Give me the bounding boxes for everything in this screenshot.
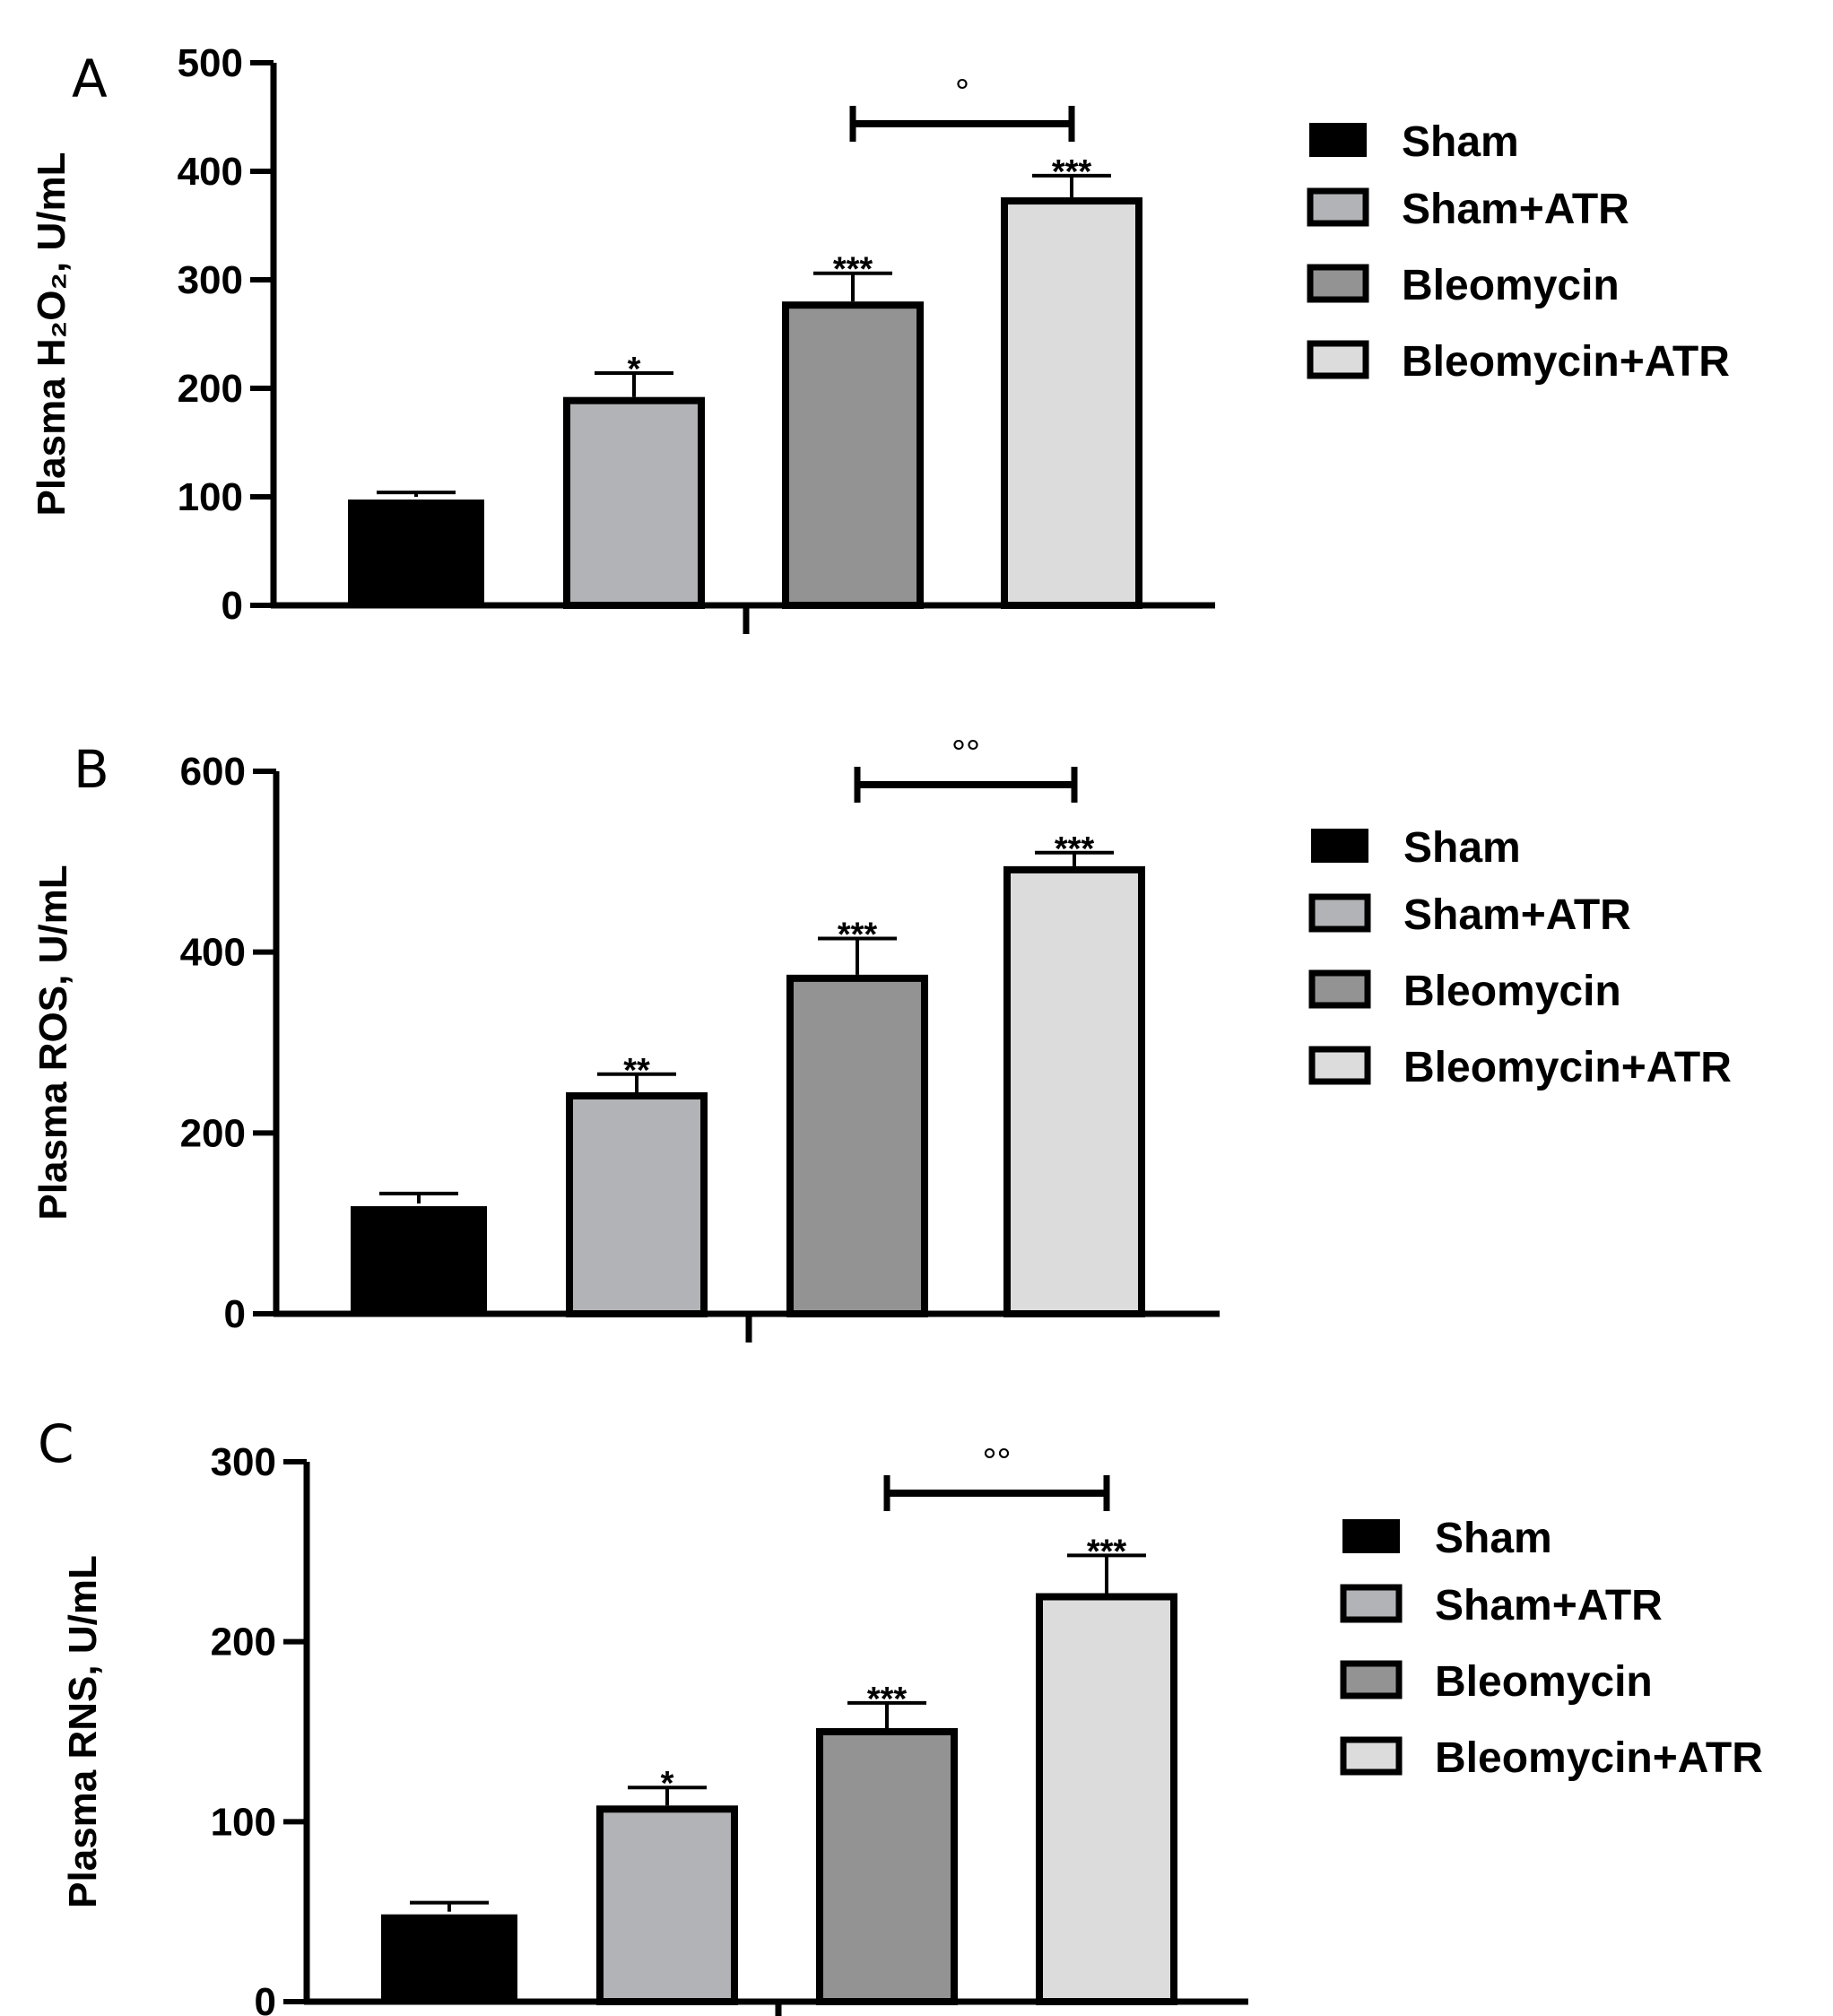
bar-bleomycin-atr xyxy=(1001,197,1142,609)
y-tick-label: 0 xyxy=(224,1292,246,1336)
panel-letter: C xyxy=(38,1413,74,1474)
significance-marker: ** xyxy=(623,1052,650,1090)
legend-swatch xyxy=(1307,340,1369,379)
legend-label: Sham xyxy=(1435,1515,1552,1562)
bar-bleomycin xyxy=(816,1727,958,2006)
bar-sham-atr xyxy=(563,396,705,609)
panel-letter: A xyxy=(72,48,108,109)
bar-bleomycin-atr xyxy=(1003,865,1145,1317)
legend-label: Sham+ATR xyxy=(1435,1582,1663,1629)
legend-swatch xyxy=(1308,1046,1371,1085)
legend-swatch xyxy=(1311,829,1368,863)
comparison-label: °° xyxy=(951,734,980,773)
legend-swatch xyxy=(1342,1519,1400,1553)
y-axis-label: Plasma RNS, U/mL xyxy=(61,1555,105,1908)
y-tick-label: 200 xyxy=(211,1621,276,1664)
y-tick-label: 300 xyxy=(178,258,243,302)
legend-label: Sham+ATR xyxy=(1403,891,1631,939)
legend-swatch xyxy=(1307,264,1369,303)
significance-marker: *** xyxy=(833,251,873,289)
legend-label: Bleomycin xyxy=(1435,1658,1653,1706)
legend-label: Bleomycin+ATR xyxy=(1435,1734,1763,1782)
bar-bleomycin-atr xyxy=(1036,1593,1177,2006)
y-tick-label: 100 xyxy=(211,1800,276,1844)
legend-swatch xyxy=(1340,1660,1403,1699)
significance-marker: * xyxy=(628,351,641,388)
significance-marker: *** xyxy=(1052,153,1092,191)
y-tick-label: 200 xyxy=(180,1111,246,1155)
bar-sham-atr xyxy=(566,1091,708,1318)
legend-label: Bleomycin xyxy=(1403,968,1621,1015)
legend-swatch xyxy=(1307,187,1369,227)
significance-marker: *** xyxy=(1055,830,1095,868)
y-tick-label: 0 xyxy=(222,584,243,628)
bar-bleomycin xyxy=(786,974,928,1317)
legend-label: Bleomycin+ATR xyxy=(1402,338,1730,386)
significance-marker: *** xyxy=(867,1681,908,1718)
legend-label: Sham xyxy=(1403,824,1521,872)
y-axis-label: Plasma H₂O₂, U/mL xyxy=(30,152,74,517)
y-tick-label: 400 xyxy=(178,150,243,194)
significance-marker: *** xyxy=(838,917,878,954)
y-tick-label: 600 xyxy=(180,750,246,794)
legend-swatch xyxy=(1308,893,1371,933)
legend-swatch xyxy=(1340,1584,1403,1623)
y-tick-label: 300 xyxy=(211,1440,276,1484)
y-axis-label: Plasma ROS, U/mL xyxy=(31,865,75,1220)
legend-swatch xyxy=(1309,123,1367,157)
legend-swatch xyxy=(1340,1736,1403,1776)
significance-marker: * xyxy=(661,1765,674,1803)
bar-sham-atr xyxy=(596,1805,738,2005)
bar-bleomycin xyxy=(782,301,924,609)
legend-label: Sham+ATR xyxy=(1402,186,1629,233)
legend-label: Sham xyxy=(1402,118,1519,166)
legend-swatch xyxy=(1308,969,1371,1009)
y-tick-label: 400 xyxy=(180,931,246,975)
significance-marker: *** xyxy=(1087,1533,1127,1570)
y-tick-label: 0 xyxy=(255,1980,276,2016)
y-tick-label: 100 xyxy=(178,475,243,519)
y-tick-label: 200 xyxy=(178,367,243,411)
bar-sham xyxy=(351,1205,487,1315)
panel-letter: B xyxy=(74,739,109,800)
bar-sham xyxy=(348,500,484,606)
comparison-label: °° xyxy=(983,1442,1012,1482)
legend-label: Bleomycin xyxy=(1402,262,1620,309)
y-tick-label: 500 xyxy=(178,41,243,85)
legend-label: Bleomycin+ATR xyxy=(1403,1044,1732,1091)
bar-sham xyxy=(381,1914,517,2003)
comparison-label: ° xyxy=(955,73,969,112)
